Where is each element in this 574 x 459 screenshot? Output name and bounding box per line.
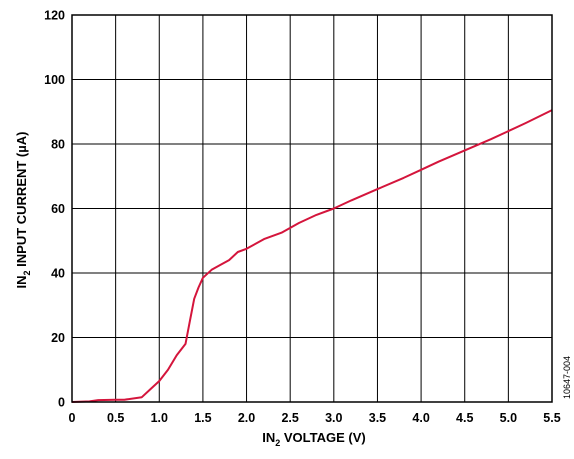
x-axis-title-suffix: VOLTAGE (V) — [280, 430, 365, 445]
x-tick-label: 3.0 — [325, 411, 342, 425]
figure-id: 10647-004 — [562, 356, 572, 399]
grid-lines — [71, 14, 553, 403]
x-tick-label: 2.5 — [281, 411, 298, 425]
x-tick-label: 0 — [69, 411, 76, 425]
plot-frame — [71, 14, 553, 403]
x-tick-label: 3.5 — [369, 411, 386, 425]
y-axis-title: IN2 INPUT CURRENT (µA) — [14, 132, 32, 289]
y-tick-label: 20 — [51, 331, 65, 345]
x-axis-title-subscript: 2 — [275, 438, 280, 448]
x-tick-label: 0.5 — [107, 411, 124, 425]
y-axis-title-subscript: 2 — [22, 270, 32, 275]
y-axis-title-suffix: INPUT CURRENT (µA) — [14, 132, 29, 271]
series-line — [71, 109, 553, 403]
x-tick-label: 5.5 — [543, 411, 560, 425]
tick-labels: 0 0.5 1.0 1.5 2.0 2.5 3.0 3.5 4.0 4.5 5.0 5.5 0 20 40 6… — [44, 9, 561, 426]
y-tick-label: 40 — [51, 267, 65, 281]
x-tick-label: 1.5 — [194, 411, 211, 425]
x-tick-label: 4.5 — [456, 411, 473, 425]
data-series — [71, 109, 553, 403]
x-tick-label: 1.0 — [151, 411, 168, 425]
y-tick-label: 100 — [44, 73, 65, 87]
y-axis-title-prefix: IN — [14, 275, 29, 288]
y-tick-label: 80 — [51, 138, 65, 152]
x-tick-label: 5.0 — [500, 411, 517, 425]
x-axis-title: IN2 VOLTAGE (V) — [262, 430, 365, 448]
y-tick-label: 0 — [58, 396, 65, 410]
x-axis-title-prefix: IN — [262, 430, 275, 445]
y-tick-label: 120 — [44, 9, 65, 23]
x-tick-label: 2.0 — [238, 411, 255, 425]
y-tick-label: 60 — [51, 202, 65, 216]
x-tick-label: 4.0 — [412, 411, 429, 425]
